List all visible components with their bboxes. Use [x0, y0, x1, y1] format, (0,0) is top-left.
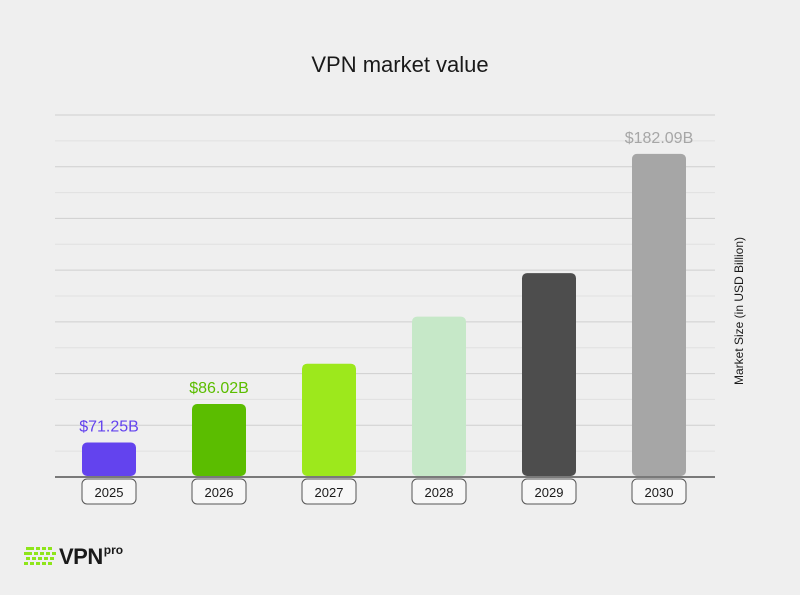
vpnpro-logo: VPN pro [24, 543, 124, 569]
x-tick-label-2025: 2025 [95, 485, 124, 500]
y-axis-label: Market Size (in USD Billion) [732, 236, 746, 386]
x-tick-label-2027: 2027 [315, 485, 344, 500]
logo-stripe [36, 547, 40, 550]
logo-stripe [46, 552, 50, 555]
tick-box-2027 [301, 478, 357, 505]
bars [82, 153, 686, 476]
tick-box-2025 [81, 478, 137, 505]
bar-2027 [302, 363, 356, 476]
x-tick-label-2029: 2029 [535, 485, 564, 500]
bar-2029 [522, 273, 576, 476]
logo-stripe [36, 562, 40, 565]
logo-stripe [48, 562, 52, 565]
data-label-2025: $71.25B [79, 418, 139, 435]
tick-box-2030 [631, 478, 687, 505]
logo-stripe [52, 552, 56, 555]
x-tick-label-2030: 2030 [645, 485, 674, 500]
logo-stripe [28, 552, 32, 555]
chart-title: VPN market value [311, 52, 489, 77]
logo-stripe [30, 547, 34, 550]
logo-stripe [30, 562, 34, 565]
logo-stripe [50, 557, 54, 560]
data-label-2030: $182.09B [625, 130, 694, 147]
logo-stripe [42, 547, 46, 550]
data-label-2026: $86.02B [189, 380, 249, 397]
logo-stripe [26, 547, 30, 550]
logo-stripe [34, 552, 38, 555]
bar-2030 [632, 153, 686, 476]
logo-superscript: pro [103, 543, 124, 557]
logo-stripe [38, 557, 42, 560]
tick-box-2026 [191, 478, 247, 505]
logo-stripe [24, 562, 28, 565]
logo-stripe [40, 552, 44, 555]
logo-text: VPN [59, 544, 103, 569]
x-tick-label-2028: 2028 [425, 485, 454, 500]
logo-stripe [48, 547, 52, 550]
logo-stripe [26, 557, 30, 560]
logo-stripes-icon [24, 547, 56, 565]
bar-2026 [192, 404, 246, 476]
logo-stripe [24, 552, 28, 555]
tick-box-2029 [521, 478, 577, 505]
logo-stripe [44, 557, 48, 560]
gridlines [55, 114, 715, 478]
data-labels: $71.25B $86.02B $182.09B [79, 130, 693, 436]
bar-2025 [82, 442, 136, 476]
bar-2028 [412, 316, 466, 476]
x-tick-label-2026: 2026 [205, 485, 234, 500]
tick-box-2028 [411, 478, 467, 505]
logo-stripe [42, 562, 46, 565]
x-tick-labels: 2025 2026 2027 2028 2029 2030 [81, 478, 687, 505]
logo-stripe [32, 557, 36, 560]
